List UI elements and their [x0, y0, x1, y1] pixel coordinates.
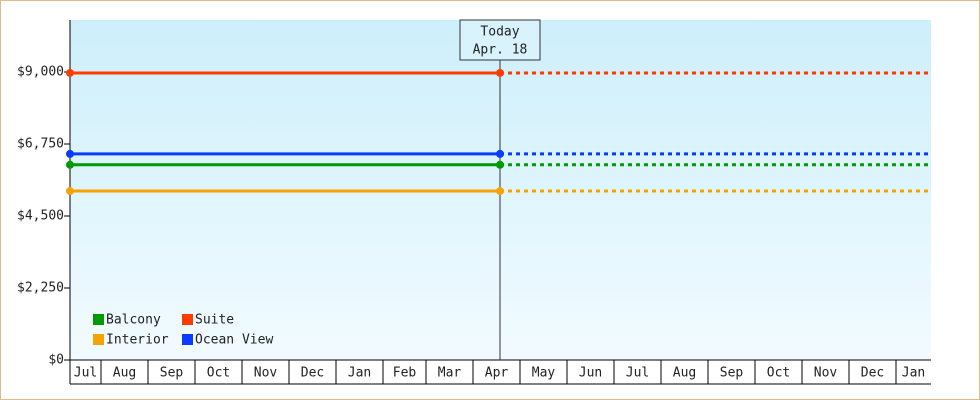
x-tick-label: May — [532, 366, 556, 381]
x-tick-label: Oct — [207, 366, 230, 381]
y-tick-label: $0 — [48, 353, 64, 368]
legend-label: Ocean View — [195, 333, 273, 348]
y-tick-label: $4,500 — [17, 209, 64, 224]
data-point — [66, 160, 74, 169]
x-tick-label: Aug — [673, 366, 696, 381]
y-tick-label: $6,750 — [17, 137, 64, 152]
data-point — [496, 187, 504, 196]
legend-swatch — [93, 334, 104, 345]
x-tick-label: Sep — [720, 366, 744, 381]
data-point — [496, 160, 504, 169]
x-tick-label: Jul — [74, 366, 97, 381]
x-tick-label: Jul — [626, 366, 649, 381]
x-tick-label: Feb — [393, 366, 417, 381]
today-date: Apr. 18 — [473, 43, 528, 58]
x-tick-label: Oct — [767, 366, 790, 381]
legend-label: Balcony — [106, 313, 161, 328]
x-tick-label: Jan — [902, 366, 925, 381]
data-point — [66, 68, 74, 77]
x-tick-label: Aug — [113, 366, 136, 381]
legend-swatch — [93, 314, 104, 325]
x-tick-label: Jan — [348, 366, 371, 381]
x-tick-label: Dec — [301, 366, 324, 381]
x-tick-label: Jun — [579, 366, 602, 381]
y-tick-label: $9,000 — [17, 65, 64, 80]
x-tick-label: Nov — [814, 366, 838, 381]
legend-label: Interior — [106, 333, 169, 348]
today-box — [459, 19, 541, 61]
x-tick-label: Mar — [438, 366, 462, 381]
x-tick-label: Sep — [160, 366, 184, 381]
data-point — [66, 149, 74, 158]
data-point — [496, 149, 504, 158]
x-tick-label: Dec — [861, 366, 884, 381]
x-tick-label: Nov — [254, 366, 278, 381]
today-label: Today — [480, 25, 519, 40]
legend-swatch — [182, 334, 193, 345]
legend-label: Suite — [195, 313, 234, 328]
y-tick-label: $2,250 — [17, 281, 64, 296]
data-point — [66, 187, 74, 196]
x-tick-label: Apr — [485, 366, 509, 381]
legend-swatch — [182, 314, 193, 325]
data-point — [496, 68, 504, 77]
